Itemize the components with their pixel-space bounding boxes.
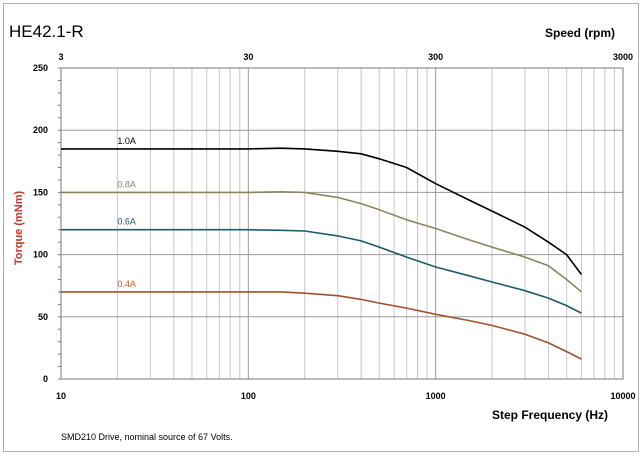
y-axis-title: Torque (mNm) xyxy=(13,190,25,265)
series-label: 0.6A xyxy=(117,217,136,227)
series-label: 1.0A xyxy=(117,136,136,146)
x-tick-label: 10000 xyxy=(610,391,635,401)
x-tick-label: 10 xyxy=(56,391,66,401)
series-line xyxy=(61,191,582,293)
series-line xyxy=(61,291,582,360)
chart-frame xyxy=(3,3,639,452)
y-tick-label: 50 xyxy=(38,312,48,322)
y-tick-label: 200 xyxy=(33,125,48,135)
plot-area-border xyxy=(60,67,624,380)
top-tick-label: 3000 xyxy=(613,52,633,62)
y-tick-label: 250 xyxy=(33,63,48,73)
series-label: 0.8A xyxy=(117,179,136,189)
top-axis-title: Speed (rpm) xyxy=(545,26,616,40)
series-label: 0.4A xyxy=(117,279,136,289)
series-line xyxy=(61,147,583,275)
chart-title: HE42.1-R xyxy=(9,22,84,41)
series-line xyxy=(61,228,582,314)
y-tick-label: 0 xyxy=(43,374,48,384)
top-tick-label: 300 xyxy=(428,52,443,62)
x-axis-title: Step Frequency (Hz) xyxy=(492,408,609,422)
y-tick-label: 150 xyxy=(33,187,48,197)
footnote: SMD210 Drive, nominal source of 67 Volts… xyxy=(61,432,233,442)
top-tick-label: 30 xyxy=(243,52,253,62)
x-tick-label: 1000 xyxy=(426,391,446,401)
x-tick-label: 100 xyxy=(241,391,256,401)
y-tick-label: 100 xyxy=(33,250,48,260)
top-tick-label: 3 xyxy=(58,52,63,62)
